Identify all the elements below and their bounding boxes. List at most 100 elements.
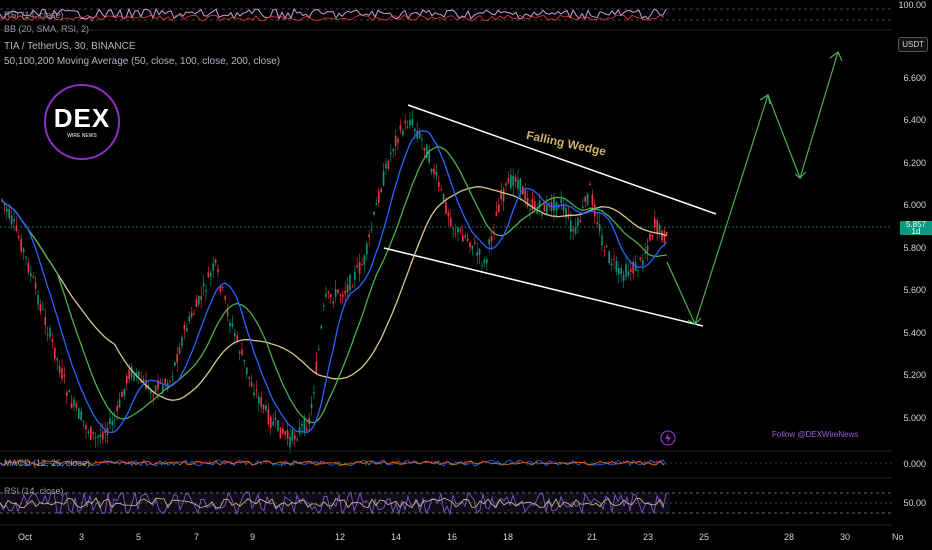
ma100-line xyxy=(1,146,667,424)
candle-body xyxy=(270,416,272,428)
dex-logo: DEX WIRE NEWS xyxy=(44,84,120,160)
candle-body xyxy=(313,391,315,394)
macd-histogram-bar xyxy=(608,462,610,463)
candle-body xyxy=(49,328,51,337)
candle-body xyxy=(553,197,555,212)
candle-body xyxy=(310,403,313,409)
macd-histogram-bar xyxy=(548,463,550,464)
symbol-legend[interactable]: TIA / TetherUS, 30, BINANCE xyxy=(4,41,136,52)
macd-histogram-bar xyxy=(8,460,10,463)
flash-icon[interactable] xyxy=(660,430,676,446)
candle-body xyxy=(198,295,200,305)
candle-body xyxy=(109,418,111,425)
candle-body xyxy=(102,431,104,440)
candle-body xyxy=(378,191,380,203)
macd-histogram-bar xyxy=(644,461,646,463)
candle-body xyxy=(380,188,382,192)
macd-histogram-bar xyxy=(122,461,124,463)
candle-body xyxy=(231,323,234,327)
macd-histogram-bar xyxy=(167,463,169,465)
candle-body xyxy=(548,202,550,204)
candle-body xyxy=(214,259,217,264)
macd-histogram-bar xyxy=(320,461,322,463)
candle-body xyxy=(445,202,447,214)
macd-histogram-bar xyxy=(299,462,301,463)
macd-histogram-bar xyxy=(50,463,52,464)
candle-body xyxy=(498,204,500,213)
macd-histogram-bar xyxy=(323,460,325,463)
macd-histogram-bar xyxy=(449,463,451,465)
macd-histogram-bar xyxy=(359,461,361,463)
macd-label[interactable]: MACD (12, 26, close) xyxy=(4,458,91,468)
candle-body xyxy=(622,275,625,281)
projection-arrow-1 xyxy=(759,94,771,105)
candle-body xyxy=(337,289,339,294)
candle-body xyxy=(181,337,183,347)
candle-body xyxy=(30,272,32,277)
candle-body xyxy=(1,199,3,201)
candle-body xyxy=(219,285,222,292)
macd-histogram-bar xyxy=(350,461,352,463)
candle-body xyxy=(642,259,644,266)
top-bb-label[interactable]: BB (20, SMA, RSI, 2) xyxy=(4,24,90,34)
candle-body xyxy=(78,408,80,419)
macd-histogram-bar xyxy=(47,463,49,464)
macd-histogram-bar xyxy=(605,463,607,465)
top-rsi-label[interactable]: RSI (14, close) xyxy=(4,10,64,20)
macd-histogram-bar xyxy=(266,460,268,463)
macd-histogram-bar xyxy=(236,460,238,463)
candle-body xyxy=(505,183,507,186)
macd-histogram-bar xyxy=(224,460,226,463)
macd-histogram-bar xyxy=(458,463,460,465)
macd-histogram-bar xyxy=(65,463,67,465)
candlesticks xyxy=(1,110,668,454)
candle-body xyxy=(418,132,421,138)
candle-body xyxy=(433,168,435,174)
time-tick: 7 xyxy=(194,532,200,542)
ma-legend[interactable]: 50,100,200 Moving Average (50, close, 10… xyxy=(4,56,281,67)
macd-histogram-bar xyxy=(593,463,595,466)
candle-body xyxy=(169,380,171,382)
candle-body xyxy=(97,435,99,438)
price-chart[interactable] xyxy=(0,0,892,550)
candle-body xyxy=(574,227,577,234)
candle-body xyxy=(114,419,116,421)
macd-histogram-bar xyxy=(476,463,478,464)
macd-histogram-bar xyxy=(134,462,136,463)
currency-button[interactable]: USDT xyxy=(898,37,928,52)
candle-body xyxy=(613,259,615,261)
candle-body xyxy=(541,213,543,216)
projection-arrow-3 xyxy=(829,51,843,62)
macd-histogram-bar xyxy=(206,461,208,463)
price-axis[interactable]: 100.00 USDT 6.600 6.400 6.200 6.000 5.80… xyxy=(892,0,932,550)
candle-body xyxy=(644,252,646,254)
candle-body xyxy=(226,308,229,317)
macd-histogram-bar xyxy=(557,463,559,465)
macd-histogram-bar xyxy=(62,463,64,464)
candle-body xyxy=(6,208,8,212)
macd-histogram-bar xyxy=(137,462,139,463)
price-tick: 5.400 xyxy=(903,328,926,338)
macd-histogram-bar xyxy=(416,463,418,464)
macd-histogram-bar xyxy=(527,463,529,465)
candle-body xyxy=(334,289,337,297)
current-price-tag: 5.857 1d xyxy=(900,221,932,236)
candle-body xyxy=(471,245,474,250)
candle-body xyxy=(375,203,378,206)
macd-histogram-bar xyxy=(455,461,457,463)
macd-histogram-bar xyxy=(578,461,580,463)
candle-body xyxy=(176,354,178,363)
candle-body xyxy=(238,351,241,354)
time-tick: 18 xyxy=(503,532,514,542)
candle-body xyxy=(510,174,512,189)
macd-histogram-bar xyxy=(194,463,196,465)
macd-histogram-bar xyxy=(284,463,286,466)
macd-histogram-bar xyxy=(41,463,43,465)
rsi-label[interactable]: RSI (14, close) xyxy=(4,486,64,496)
candle-body xyxy=(68,390,70,393)
macd-histogram-bar xyxy=(149,461,151,463)
candle-body xyxy=(99,434,102,438)
candle-body xyxy=(416,130,418,139)
candle-body xyxy=(666,231,668,235)
candle-body xyxy=(582,206,584,208)
